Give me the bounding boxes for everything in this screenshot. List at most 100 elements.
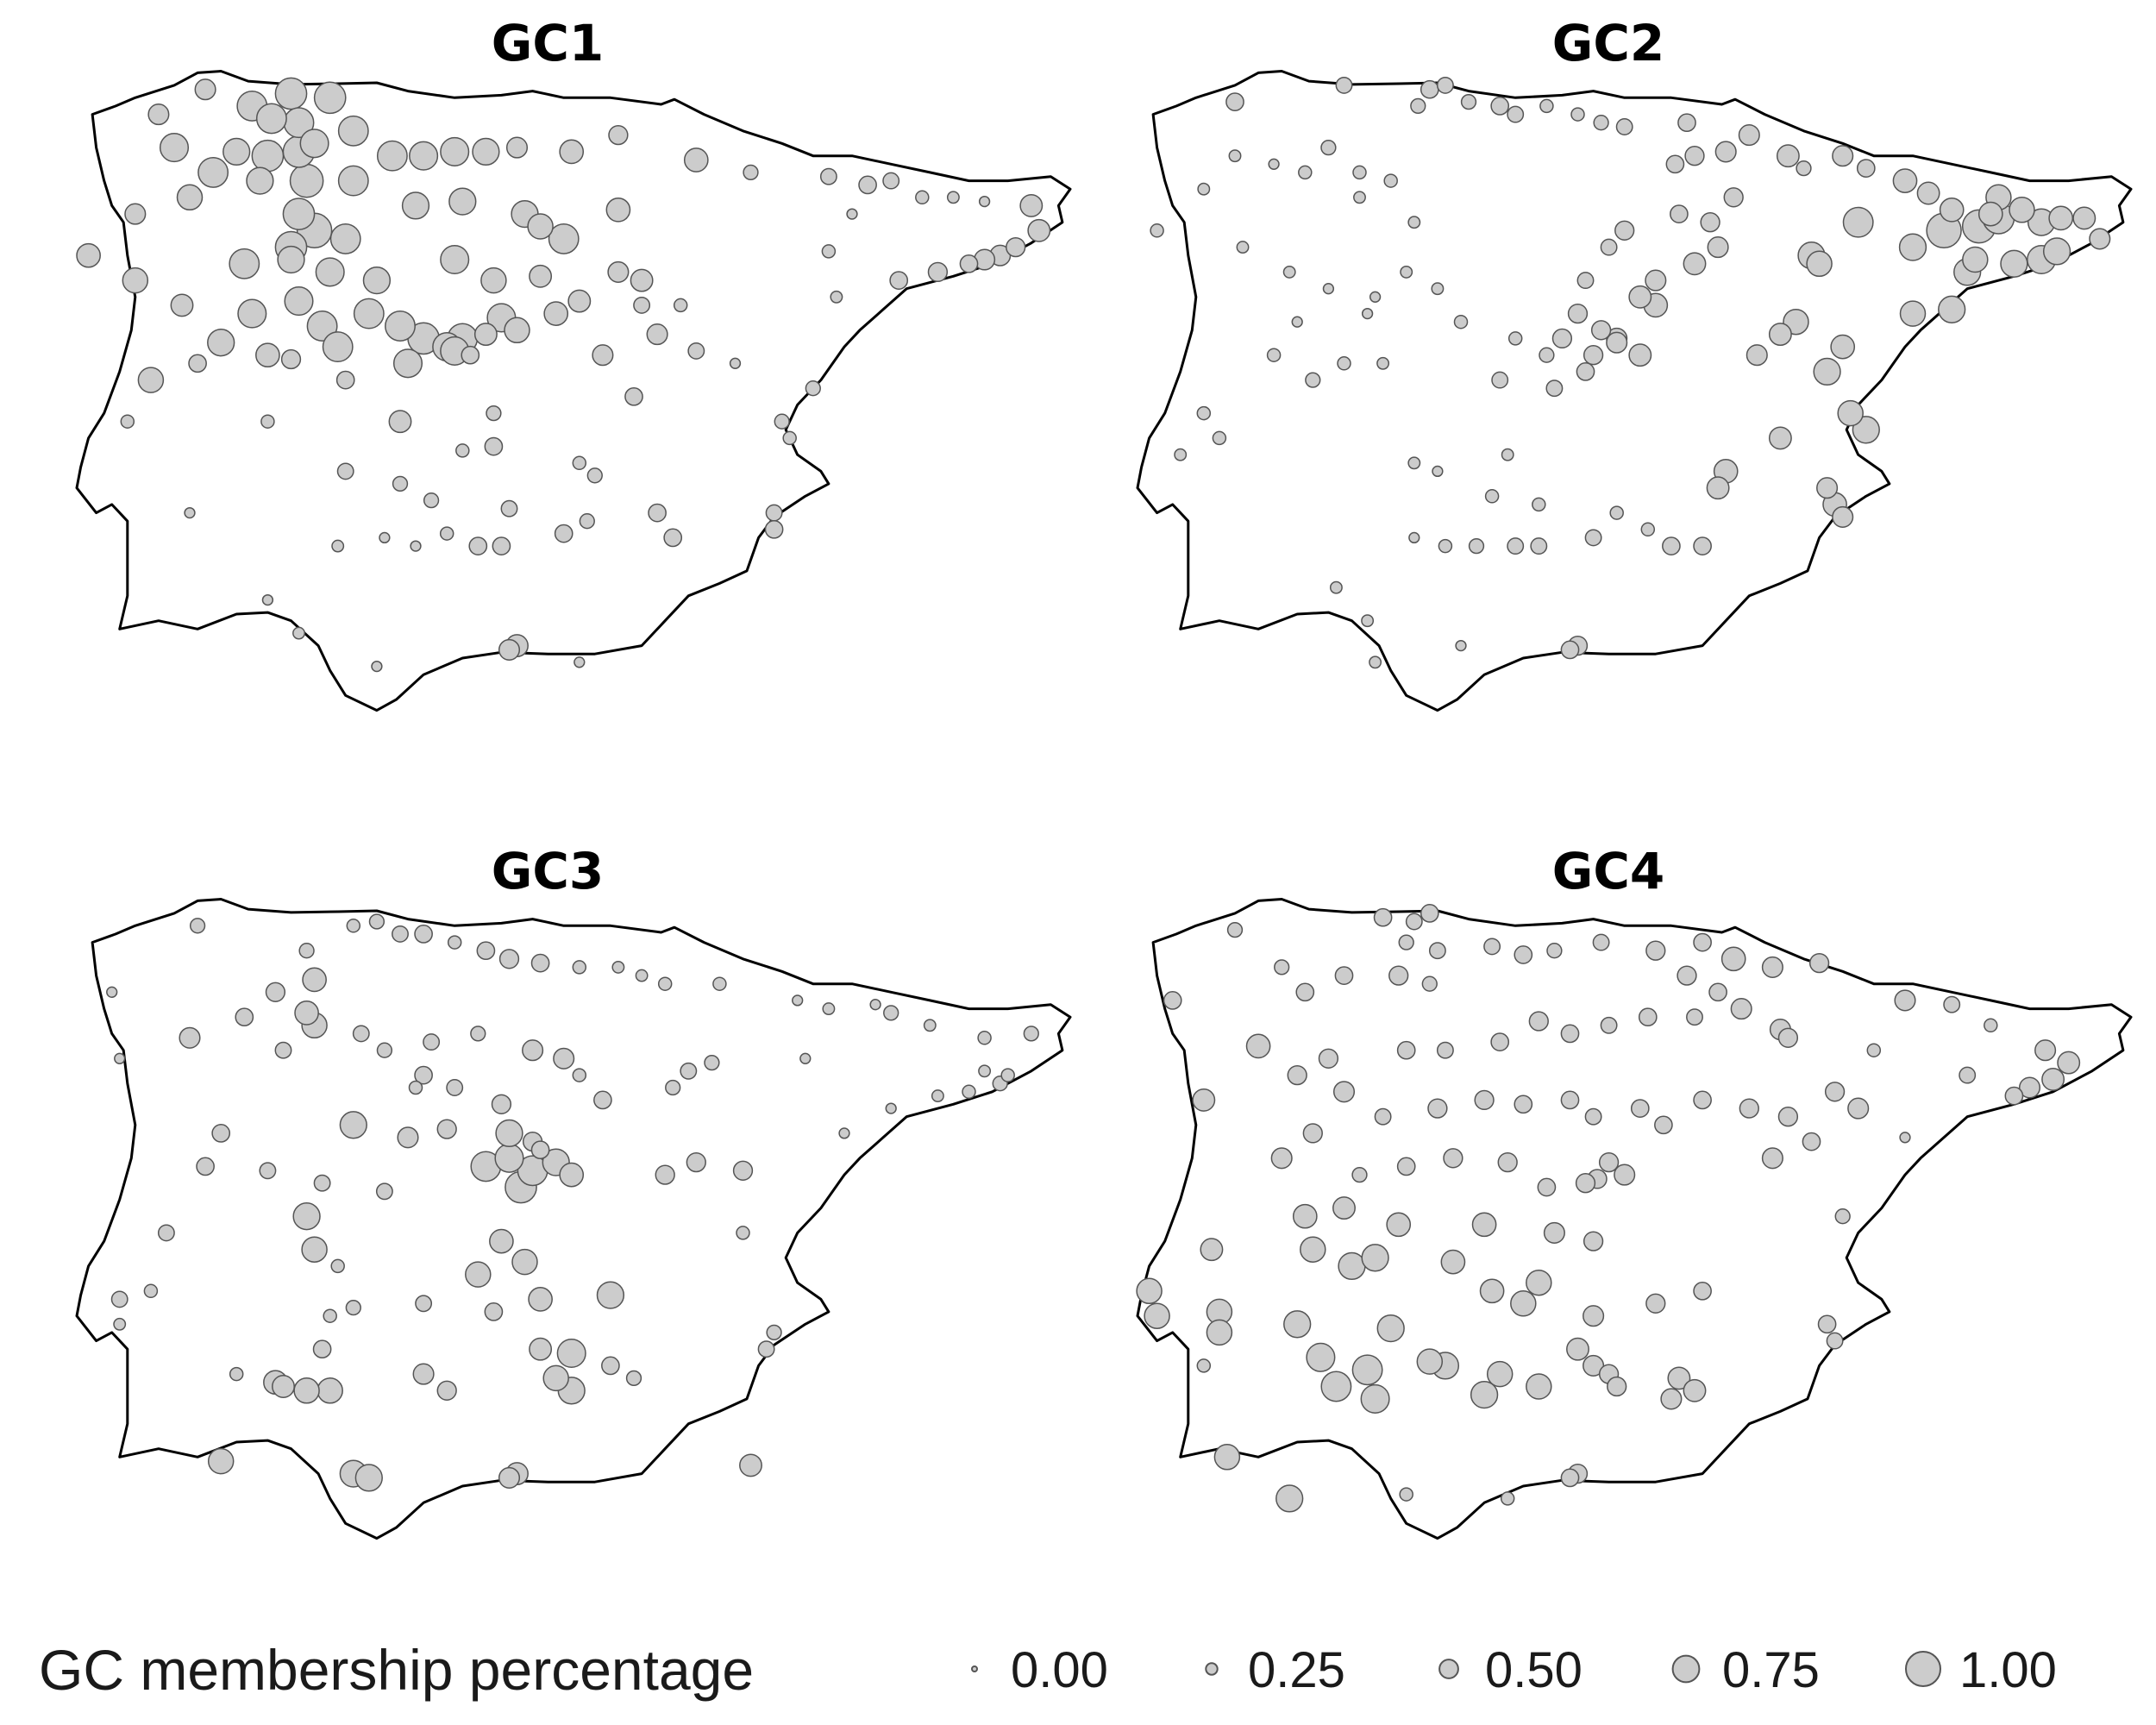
site-point: [498, 638, 521, 661]
site-point: [1776, 144, 1800, 168]
site-point: [1830, 334, 1856, 360]
site-point: [766, 1324, 782, 1341]
site-point: [1686, 1008, 1703, 1026]
site-point: [1440, 1249, 1466, 1275]
site-point: [1491, 371, 1509, 389]
site-point: [470, 1026, 486, 1042]
site-point: [1292, 1203, 1318, 1229]
site-point: [1376, 356, 1390, 370]
site-point: [1583, 345, 1604, 366]
site-point: [354, 1464, 383, 1492]
site-point: [1842, 206, 1874, 238]
site-point: [410, 540, 422, 552]
site-point: [1443, 1148, 1463, 1169]
site-point: [1852, 416, 1880, 444]
site-point: [1338, 1251, 1366, 1281]
site-point: [207, 1447, 235, 1475]
site-point: [261, 593, 274, 606]
site-point: [498, 1466, 521, 1489]
site-point: [1386, 1212, 1412, 1238]
site-point: [946, 191, 960, 204]
site-point: [498, 949, 520, 969]
site-point: [184, 506, 196, 519]
site-point: [1206, 1319, 1233, 1346]
site-point: [1283, 1310, 1312, 1339]
site-point: [1388, 965, 1409, 986]
site-point: [680, 1062, 698, 1080]
site-point: [1615, 118, 1633, 135]
site-point: [915, 190, 930, 205]
site-point: [1300, 1236, 1326, 1263]
site-point: [480, 267, 507, 294]
site-point: [272, 1375, 295, 1398]
site-point: [439, 526, 454, 541]
site-point: [1351, 1354, 1383, 1386]
site-point: [1408, 531, 1420, 544]
site-point: [423, 492, 440, 509]
site-point: [265, 982, 286, 1002]
site-point: [2041, 1067, 2065, 1091]
site-point: [489, 1228, 514, 1254]
site-point: [294, 1000, 319, 1026]
site-point: [1374, 1107, 1392, 1126]
site-point: [764, 519, 784, 539]
site-point: [179, 1026, 201, 1049]
site-point: [1614, 1164, 1636, 1186]
site-point: [683, 147, 709, 172]
site-point: [397, 1126, 419, 1149]
site-point: [388, 410, 412, 434]
site-point: [1899, 300, 1927, 327]
site-point: [648, 503, 667, 523]
site-point: [1306, 1342, 1336, 1372]
site-point: [1899, 1132, 1911, 1144]
site-point: [1638, 1007, 1658, 1027]
site-point: [255, 342, 280, 368]
site-point: [345, 1299, 361, 1316]
site-point: [1707, 236, 1729, 259]
site-point: [1420, 904, 1439, 923]
site-point: [743, 164, 759, 181]
site-point: [596, 1281, 625, 1309]
site-point: [633, 296, 651, 314]
site-point: [486, 405, 502, 422]
site-point: [492, 536, 511, 555]
site-point: [1460, 93, 1477, 110]
site-point: [147, 104, 170, 126]
site-point: [197, 156, 229, 188]
site-point: [1684, 146, 1705, 166]
site-point: [1196, 1358, 1212, 1373]
site-point: [1320, 1371, 1352, 1402]
site-point: [323, 1308, 337, 1323]
site-point: [330, 1258, 345, 1274]
site-point: [346, 919, 361, 933]
site-point: [1645, 1293, 1666, 1314]
site-point: [222, 137, 251, 166]
site-point: [1683, 252, 1707, 276]
site-point: [1777, 1107, 1799, 1127]
site-point: [188, 354, 207, 373]
site-point: [1438, 538, 1453, 554]
site-point: [543, 301, 569, 326]
site-point: [1645, 269, 1667, 292]
site-point: [687, 342, 705, 360]
site-point: [977, 1031, 992, 1045]
legend-key-circle: [1438, 1659, 1459, 1679]
site-point: [1497, 1151, 1518, 1173]
site-point: [159, 133, 190, 163]
site-point: [927, 261, 949, 283]
site-point: [1245, 1033, 1271, 1059]
site-point: [1275, 1484, 1304, 1513]
site-point: [1407, 216, 1421, 229]
site-point: [782, 430, 797, 446]
site-point: [869, 999, 881, 1011]
site-point: [1583, 1305, 1605, 1327]
site-point: [120, 414, 135, 429]
site-point: [1335, 76, 1353, 94]
site-point: [76, 242, 101, 268]
site-point: [1421, 975, 1438, 992]
site-point: [1590, 320, 1612, 341]
site-point: [476, 941, 496, 961]
site-point: [729, 357, 742, 369]
site-point: [605, 197, 631, 223]
legend-key-circle: [971, 1665, 978, 1672]
